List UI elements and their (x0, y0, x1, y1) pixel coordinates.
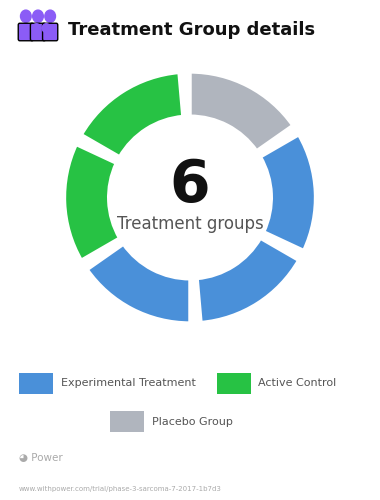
FancyBboxPatch shape (110, 411, 144, 432)
Wedge shape (260, 134, 315, 250)
Wedge shape (190, 72, 293, 151)
Text: ⬤⬤: ⬤⬤ (30, 22, 52, 32)
FancyBboxPatch shape (30, 23, 46, 41)
Wedge shape (87, 244, 190, 323)
Wedge shape (81, 72, 183, 157)
Text: 6: 6 (170, 157, 210, 214)
Text: Experimental Treatment: Experimental Treatment (61, 378, 196, 388)
Text: www.withpower.com/trial/phase-3-sarcoma-7-2017-1b7d3: www.withpower.com/trial/phase-3-sarcoma-… (19, 486, 222, 492)
Circle shape (33, 10, 43, 22)
Text: ◕ Power: ◕ Power (19, 452, 63, 462)
Text: Treatment Group details: Treatment Group details (68, 21, 315, 39)
FancyBboxPatch shape (217, 373, 251, 394)
Wedge shape (197, 238, 299, 322)
Text: Treatment groups: Treatment groups (117, 215, 263, 233)
FancyBboxPatch shape (19, 373, 53, 394)
Text: Active Control: Active Control (258, 378, 337, 388)
Wedge shape (65, 144, 120, 260)
FancyBboxPatch shape (43, 23, 58, 41)
FancyBboxPatch shape (18, 23, 33, 41)
Text: Placebo Group: Placebo Group (152, 416, 233, 426)
Circle shape (21, 10, 31, 22)
Circle shape (45, 10, 55, 22)
